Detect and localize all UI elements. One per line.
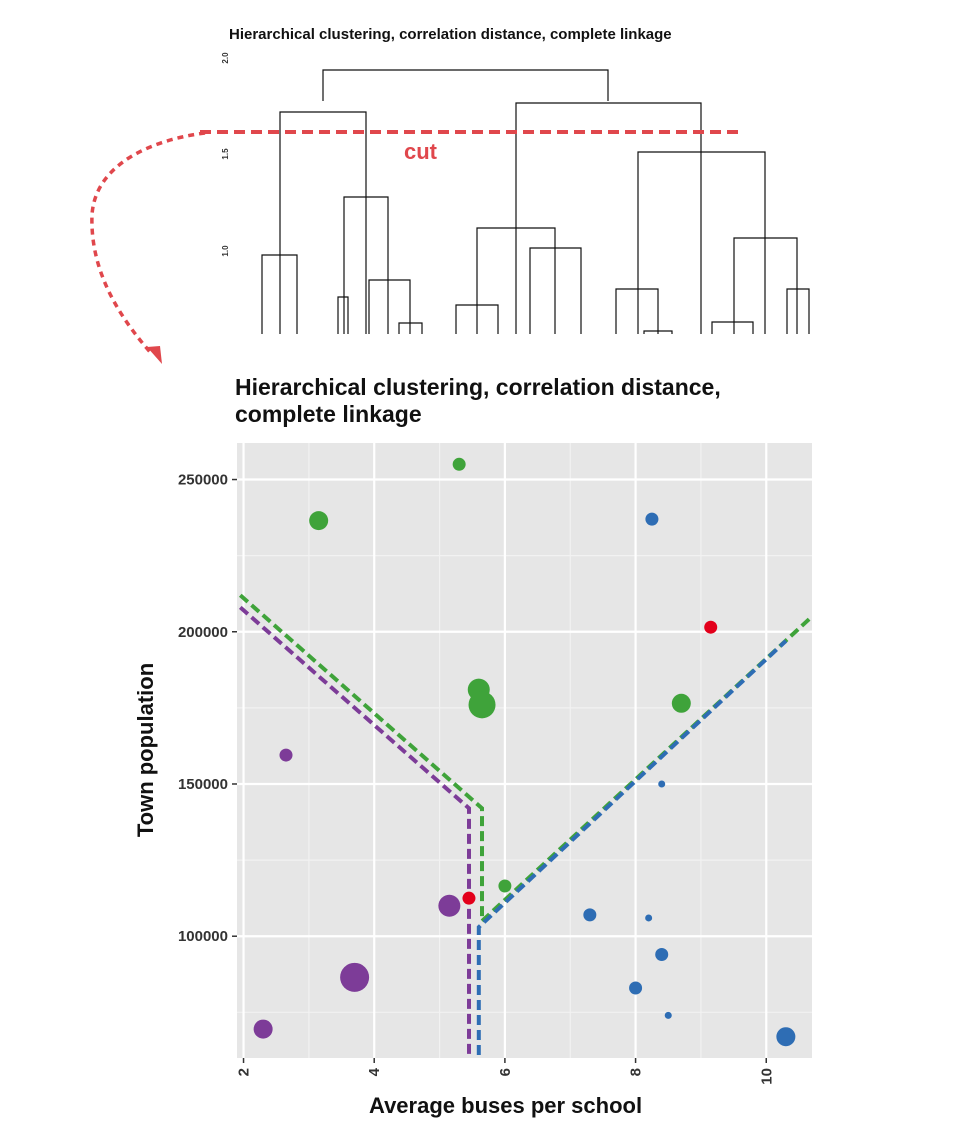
data-point [438, 894, 461, 917]
y-tick-label: 100000 [178, 928, 228, 945]
dendro-branch [279, 111, 367, 334]
x-tick-label: 4 [366, 1067, 383, 1076]
dendro-branch [398, 322, 423, 334]
data-point [704, 620, 718, 634]
data-point [583, 908, 597, 922]
boundary-line-purple [238, 605, 471, 1055]
scatter-plot: 100000 150000 200000 250000 2 4 6 8 10 [178, 443, 814, 1085]
data-point [776, 1027, 796, 1047]
data-points [253, 457, 796, 1047]
dendro-branch [322, 69, 609, 101]
y-tick-label: 150000 [178, 776, 228, 793]
dendro-branch [529, 247, 582, 334]
dendro-branch [515, 102, 702, 334]
cut-arrow-head [147, 346, 162, 364]
x-tick-label: 8 [628, 1068, 645, 1076]
data-point [462, 891, 476, 905]
y-axis-label: Town population [133, 662, 158, 838]
dendro-y-tick-2.0: 2.0 [221, 52, 230, 64]
cut-arrow-curve [90, 131, 206, 354]
data-point [468, 691, 496, 719]
data-point [253, 1019, 273, 1039]
cluster-boundaries [238, 593, 814, 1055]
boundary-line-blue [476, 639, 788, 1055]
y-axis-ticks: 100000 150000 200000 250000 [178, 472, 237, 945]
x-axis-ticks: 2 4 6 8 10 [236, 1058, 775, 1085]
chart-title: Hierarchical clustering, correlation dis… [235, 374, 721, 427]
dendro-branch [711, 321, 754, 334]
dendro-y-tick-1.0: 1.0 [221, 245, 230, 257]
dendro-branch [786, 288, 810, 334]
dendro-branch [455, 304, 499, 334]
boundary-line-green [238, 593, 814, 926]
data-point [645, 914, 653, 922]
y-tick-label: 200000 [178, 624, 228, 641]
data-point [671, 693, 691, 713]
plot-panel [237, 443, 812, 1058]
data-point [309, 511, 329, 531]
data-point [655, 947, 669, 961]
data-point [664, 1011, 672, 1019]
dendrogram-title: Hierarchical clustering, correlation dis… [229, 26, 672, 43]
data-point [452, 457, 466, 471]
x-tick-label: 6 [497, 1068, 514, 1076]
data-point [629, 981, 643, 995]
dendrogram: 1.0 1.5 2.0 [90, 52, 810, 364]
data-point [340, 962, 370, 992]
x-tick-label: 2 [236, 1068, 253, 1076]
y-tick-label: 250000 [178, 472, 228, 489]
dendrogram-tree [261, 69, 810, 334]
dendro-branch [733, 237, 798, 334]
dendro-branch [643, 330, 673, 334]
x-tick-label: 10 [758, 1068, 775, 1085]
cut-label: cut [404, 139, 437, 164]
data-point [645, 512, 659, 526]
dendro-branch [637, 151, 766, 334]
data-point [498, 879, 512, 893]
data-point [658, 780, 666, 788]
data-point [279, 748, 293, 762]
dendro-branch [337, 296, 349, 334]
dendro-branch [615, 288, 659, 334]
dendro-y-tick-1.5: 1.5 [221, 148, 230, 160]
dendro-branch [368, 279, 411, 334]
dendro-branch [476, 227, 556, 334]
grid-lines [237, 443, 812, 1058]
x-axis-label: Average buses per school [369, 1093, 643, 1118]
dendro-branch [343, 196, 389, 334]
dendro-branch [261, 254, 298, 334]
